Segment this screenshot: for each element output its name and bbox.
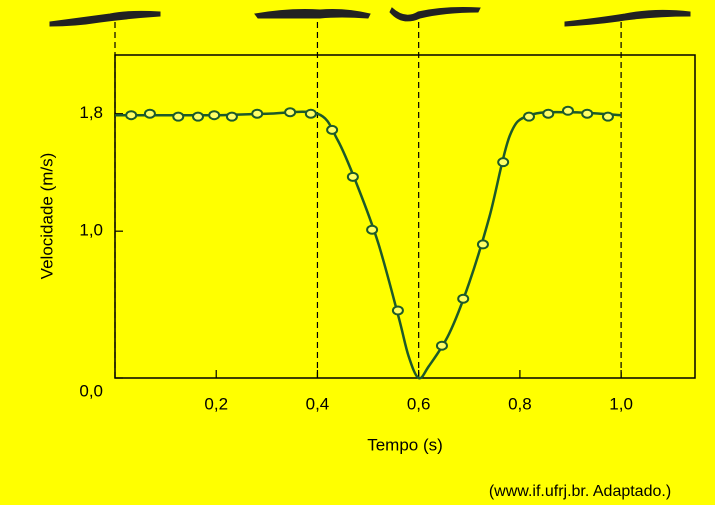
x-axis-label: Tempo (s) [367, 435, 443, 454]
swimmer-icon [49, 10, 161, 27]
data-point [172, 111, 185, 122]
data-point [601, 111, 614, 122]
velocity-curve [114, 110, 622, 380]
x-tick-label: 0,4 [306, 394, 330, 413]
data-point [561, 105, 574, 116]
x-tick-label: 0,6 [407, 394, 431, 413]
y-tick-label: 0,0 [79, 381, 103, 400]
data-point [476, 239, 489, 250]
data-point [497, 157, 510, 168]
y-axis-label: Velocidade (m/s) [37, 153, 56, 280]
data-point [284, 107, 297, 118]
data-point [346, 171, 359, 182]
data-point [542, 108, 555, 119]
source-note: (www.if.ufrj.br. Adaptado.) [489, 483, 671, 500]
swimmer-icon [564, 9, 691, 27]
swimmer-icon [254, 9, 371, 19]
data-point [225, 111, 238, 122]
plot-frame [114, 54, 696, 379]
data-point [435, 340, 448, 351]
data-point [125, 110, 138, 121]
swimmers [49, 7, 691, 27]
data-point [143, 108, 156, 119]
data-point [457, 293, 470, 304]
data-point [192, 111, 205, 122]
data-point [304, 108, 317, 119]
data-point [326, 124, 339, 135]
x-tick-label: 0,2 [204, 394, 228, 413]
data-point [522, 111, 535, 122]
y-tick-label: 1,0 [79, 221, 103, 240]
x-tick-label: 0,8 [508, 394, 532, 413]
data-point [251, 108, 264, 119]
data-point [391, 305, 404, 316]
swimmer-icon [389, 7, 481, 22]
x-tick-label: 1,0 [609, 394, 633, 413]
data-point [366, 224, 379, 235]
data-point [581, 108, 594, 119]
data-point [208, 110, 221, 121]
y-tick-label: 1,8 [79, 103, 103, 122]
